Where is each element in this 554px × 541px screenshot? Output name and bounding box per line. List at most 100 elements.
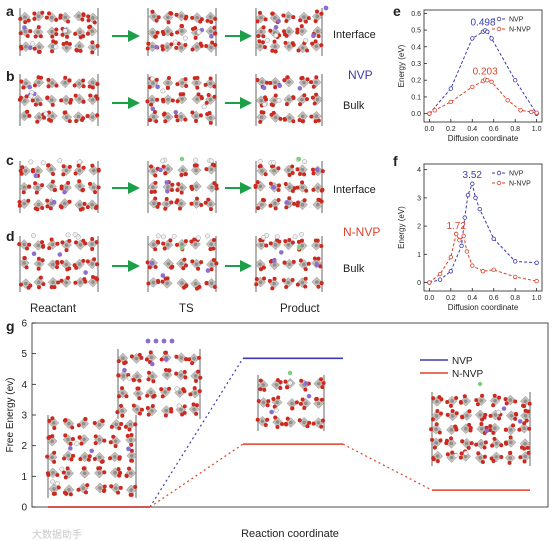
y-tick-label: 0.5: [411, 28, 421, 35]
vanadium-atom: [273, 201, 277, 206]
vanadium-atom: [50, 29, 54, 34]
oxygen-atom: [290, 171, 295, 176]
polyhedron: [255, 180, 266, 192]
oxygen-atom: [445, 399, 450, 404]
oxygen-atom: [504, 441, 509, 446]
oxygen-atom: [191, 402, 196, 407]
oxygen-atom: [508, 450, 513, 455]
polyhedron: [190, 110, 202, 122]
polyhedron: [32, 94, 44, 106]
oxygen-atom: [260, 84, 265, 89]
oxygen-atom: [40, 206, 45, 211]
vanadium-atom: [77, 44, 82, 48]
vanadium-atom: [36, 169, 40, 173]
sodium-atom: [303, 381, 309, 386]
polyhedron: [297, 164, 308, 176]
oxygen-atom: [95, 113, 100, 118]
oxygen-atom: [85, 483, 90, 488]
hydrogen-atom: [201, 104, 207, 110]
oxygen-atom: [256, 206, 261, 211]
oxygen-atom: [193, 163, 198, 168]
polyhedron: [47, 40, 59, 52]
polyhedron: [88, 165, 100, 176]
crystal-structure: [429, 381, 532, 466]
polyhedron: [20, 165, 32, 177]
polyhedron: [18, 239, 30, 250]
oxygen-atom: [81, 78, 86, 83]
oxygen-atom: [194, 286, 199, 291]
oxygen-atom: [291, 15, 296, 20]
oxygen-atom: [90, 85, 95, 90]
oxygen-atom: [163, 171, 168, 176]
oxygen-atom: [32, 11, 37, 16]
y-tick-label: 3: [417, 195, 421, 202]
vanadium-atom: [508, 456, 513, 460]
watermark: 大数据助手: [32, 530, 82, 541]
oxygen-atom: [137, 378, 142, 383]
oxygen-atom: [44, 15, 49, 20]
data-point: [534, 278, 539, 284]
oxygen-atom: [460, 439, 465, 444]
vanadium-atom: [90, 262, 94, 266]
oxygen-atom: [257, 164, 262, 169]
oxygen-atom: [19, 171, 24, 176]
polyhedron: [190, 27, 202, 39]
sodium-atom: [277, 83, 283, 89]
vanadium-atom: [464, 441, 469, 446]
row-label-nvp: NVP: [348, 68, 373, 82]
oxygen-atom: [50, 49, 55, 54]
oxygen-atom: [88, 24, 93, 29]
vanadium-atom: [193, 391, 198, 395]
vanadium-atom: [64, 30, 69, 34]
oxygen-atom: [261, 110, 266, 115]
sodium-atom: [154, 44, 159, 50]
oxygen-atom: [85, 31, 90, 36]
oxygen-atom: [52, 285, 57, 290]
oxygen-atom: [160, 47, 165, 52]
oxygen-atom: [319, 43, 324, 48]
oxygen-atom: [83, 279, 88, 284]
hydrogen-atom: [193, 157, 198, 163]
vanadium-atom: [259, 115, 264, 119]
oxygen-atom: [183, 239, 188, 244]
oxygen-atom: [153, 34, 158, 39]
legend-label: N-NVP: [452, 369, 483, 380]
oxygen-atom: [170, 182, 175, 187]
oxygen-atom: [278, 116, 283, 121]
vanadium-atom: [64, 46, 69, 50]
oxygen-atom: [32, 46, 37, 51]
oxygen-atom: [36, 25, 41, 30]
oxygen-atom: [174, 371, 179, 376]
oxygen-atom: [193, 35, 198, 40]
oxygen-atom: [277, 82, 282, 87]
hydrogen-atom: [171, 233, 177, 239]
oxygen-atom: [93, 276, 98, 281]
polyhedron: [20, 278, 32, 289]
oxygen-atom: [100, 419, 105, 424]
vanadium-atom: [90, 80, 95, 85]
vanadium-atom: [177, 390, 182, 395]
vanadium-atom: [166, 185, 170, 189]
oxygen-atom: [85, 259, 90, 264]
oxygen-atom: [290, 41, 295, 46]
oxygen-atom: [261, 265, 266, 270]
oxygen-atom: [476, 451, 481, 456]
oxygen-atom: [310, 95, 315, 100]
polyhedron: [32, 26, 44, 38]
polyhedron: [147, 165, 159, 177]
oxygen-atom: [46, 84, 51, 89]
polyhedron: [256, 111, 267, 123]
vanadium-atom: [179, 45, 184, 50]
oxygen-atom: [82, 201, 87, 206]
vanadium-atom: [51, 421, 56, 425]
panel-label-f: f: [393, 153, 398, 169]
oxygen-atom: [297, 247, 302, 252]
data-point: [480, 269, 486, 274]
oxygen-atom: [86, 14, 91, 19]
polyhedron: [47, 276, 59, 288]
oxygen-atom: [257, 39, 262, 44]
vanadium-atom: [150, 44, 155, 49]
oxygen-atom: [469, 441, 474, 446]
polyhedron: [268, 165, 280, 177]
